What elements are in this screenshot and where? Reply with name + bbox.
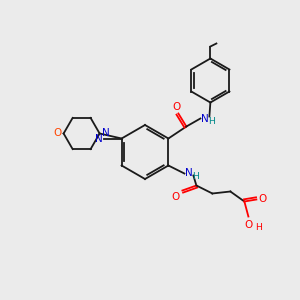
Text: O: O	[53, 128, 62, 139]
Text: O: O	[171, 193, 179, 202]
Text: N: N	[95, 134, 103, 143]
Text: H: H	[255, 224, 262, 232]
Text: H: H	[208, 117, 215, 126]
Text: O: O	[172, 101, 181, 112]
Text: N: N	[185, 169, 193, 178]
Text: N: N	[201, 113, 209, 124]
Text: O: O	[244, 220, 253, 230]
Text: N: N	[102, 128, 110, 139]
Text: H: H	[192, 172, 199, 181]
Text: O: O	[258, 194, 267, 203]
